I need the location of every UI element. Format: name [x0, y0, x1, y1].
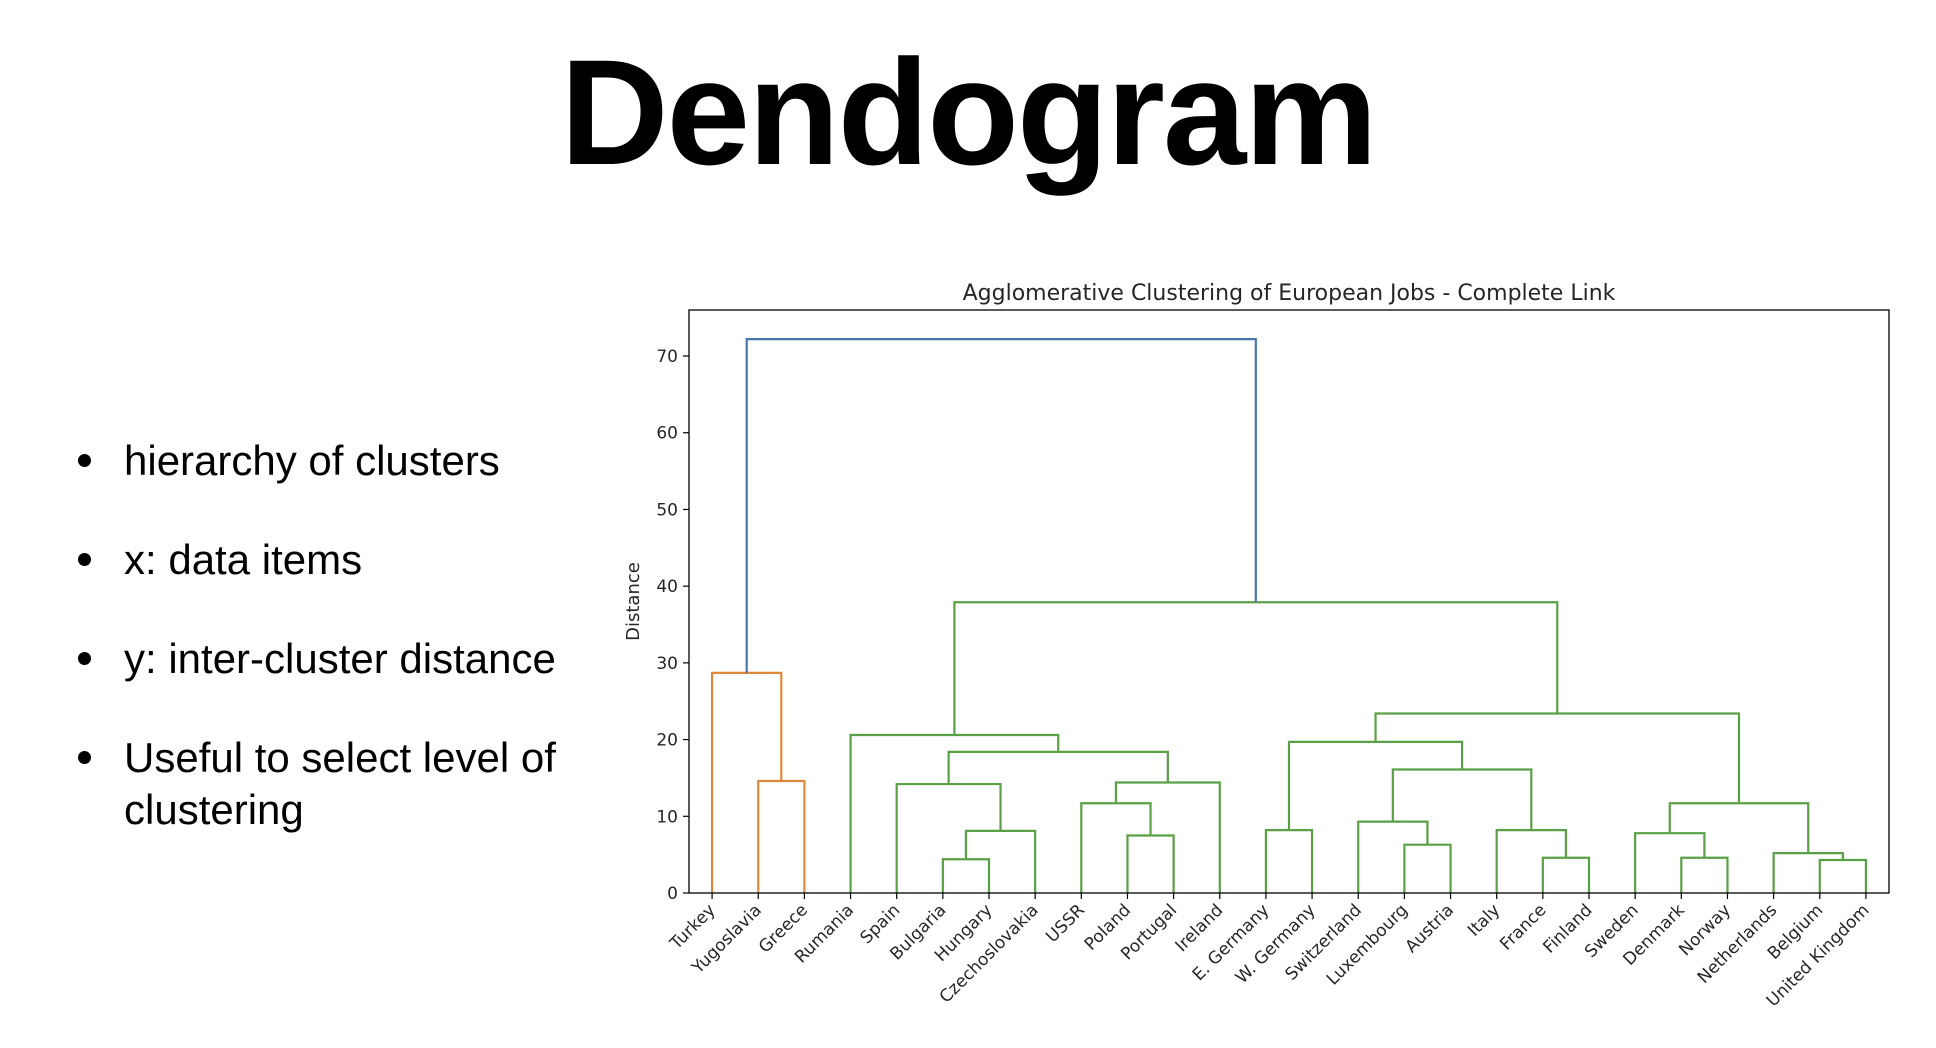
dendrogram-link — [1818, 858, 1868, 893]
dendrogram-link — [1680, 856, 1729, 893]
bullet-list: hierarchy of clusters x: data items y: i… — [68, 435, 588, 883]
dendrogram-link — [1403, 843, 1452, 893]
dendrogram-link — [1495, 828, 1568, 893]
dendrogram-link — [1668, 802, 1810, 854]
dendrogram-link — [1357, 820, 1429, 893]
dendrogram-link — [1126, 834, 1175, 893]
y-tick-label: 50 — [656, 500, 678, 520]
bullet-item: hierarchy of clusters — [68, 435, 588, 487]
leaf-label: Italy — [1464, 900, 1504, 940]
y-tick-label: 0 — [667, 884, 678, 904]
dendrogram-link — [1374, 712, 1741, 804]
slide-title: Dendogram — [560, 28, 1377, 196]
bullet-dot — [78, 454, 91, 467]
y-tick-label: 70 — [656, 347, 678, 367]
bullet-text: x: data items — [124, 536, 363, 583]
bullet-text: hierarchy of clusters — [124, 437, 500, 484]
y-tick-label: 40 — [656, 577, 678, 597]
dendrogram-link — [757, 779, 806, 893]
bullet-dot — [78, 553, 91, 566]
y-tick-label: 60 — [656, 424, 678, 444]
chart-title: Agglomerative Clustering of European Job… — [963, 281, 1616, 306]
dendrogram-link — [964, 829, 1037, 893]
dendrogram-link — [947, 750, 1169, 785]
dendrogram-link — [1114, 781, 1221, 893]
bullet-item: x: data items — [68, 534, 588, 586]
dendrogram-link — [1287, 740, 1464, 831]
dendrogram-link — [1634, 832, 1706, 893]
dendrogram-link — [941, 858, 991, 893]
dendrogram-link — [1264, 828, 1314, 893]
dendrogram-link — [1080, 802, 1152, 893]
bullet-item: Useful to select level of clustering — [68, 732, 588, 836]
bullet-dot — [78, 652, 91, 665]
bullet-text: Useful to select level of clustering — [124, 734, 556, 833]
y-axis-ticks: 0 10 20 30 40 50 60 70 — [656, 347, 689, 904]
leaf-label: Austria — [1401, 900, 1458, 957]
dendrogram-link — [1391, 768, 1533, 831]
y-axis-label: Distance — [623, 562, 644, 641]
dendrogram-svg: Agglomerative Clustering of European Job… — [623, 281, 1890, 1011]
dendrogram-link — [710, 671, 783, 893]
bullet-text: y: inter-cluster distance — [124, 635, 556, 682]
dendrogram-link — [953, 601, 1559, 735]
x-axis-labels: TurkeyYugoslaviaGreeceRumaniaSpainBulgar… — [666, 893, 1873, 1011]
dendrogram-link — [895, 782, 1002, 893]
y-tick-label: 10 — [656, 807, 678, 827]
bullet-dot — [78, 751, 91, 764]
leaf-label: Luxembourg — [1323, 900, 1412, 989]
bullet-item: y: inter-cluster distance — [68, 633, 588, 685]
y-tick-label: 30 — [656, 654, 678, 674]
dendrogram-links — [710, 338, 1868, 893]
dendrogram-chart: Agglomerative Clustering of European Job… — [600, 268, 1936, 1048]
dendrogram-link — [1541, 856, 1591, 893]
dendrogram-link — [849, 733, 1060, 893]
plot-frame — [688, 309, 1890, 894]
dendrogram-link — [745, 338, 1257, 673]
y-tick-label: 20 — [656, 731, 678, 751]
